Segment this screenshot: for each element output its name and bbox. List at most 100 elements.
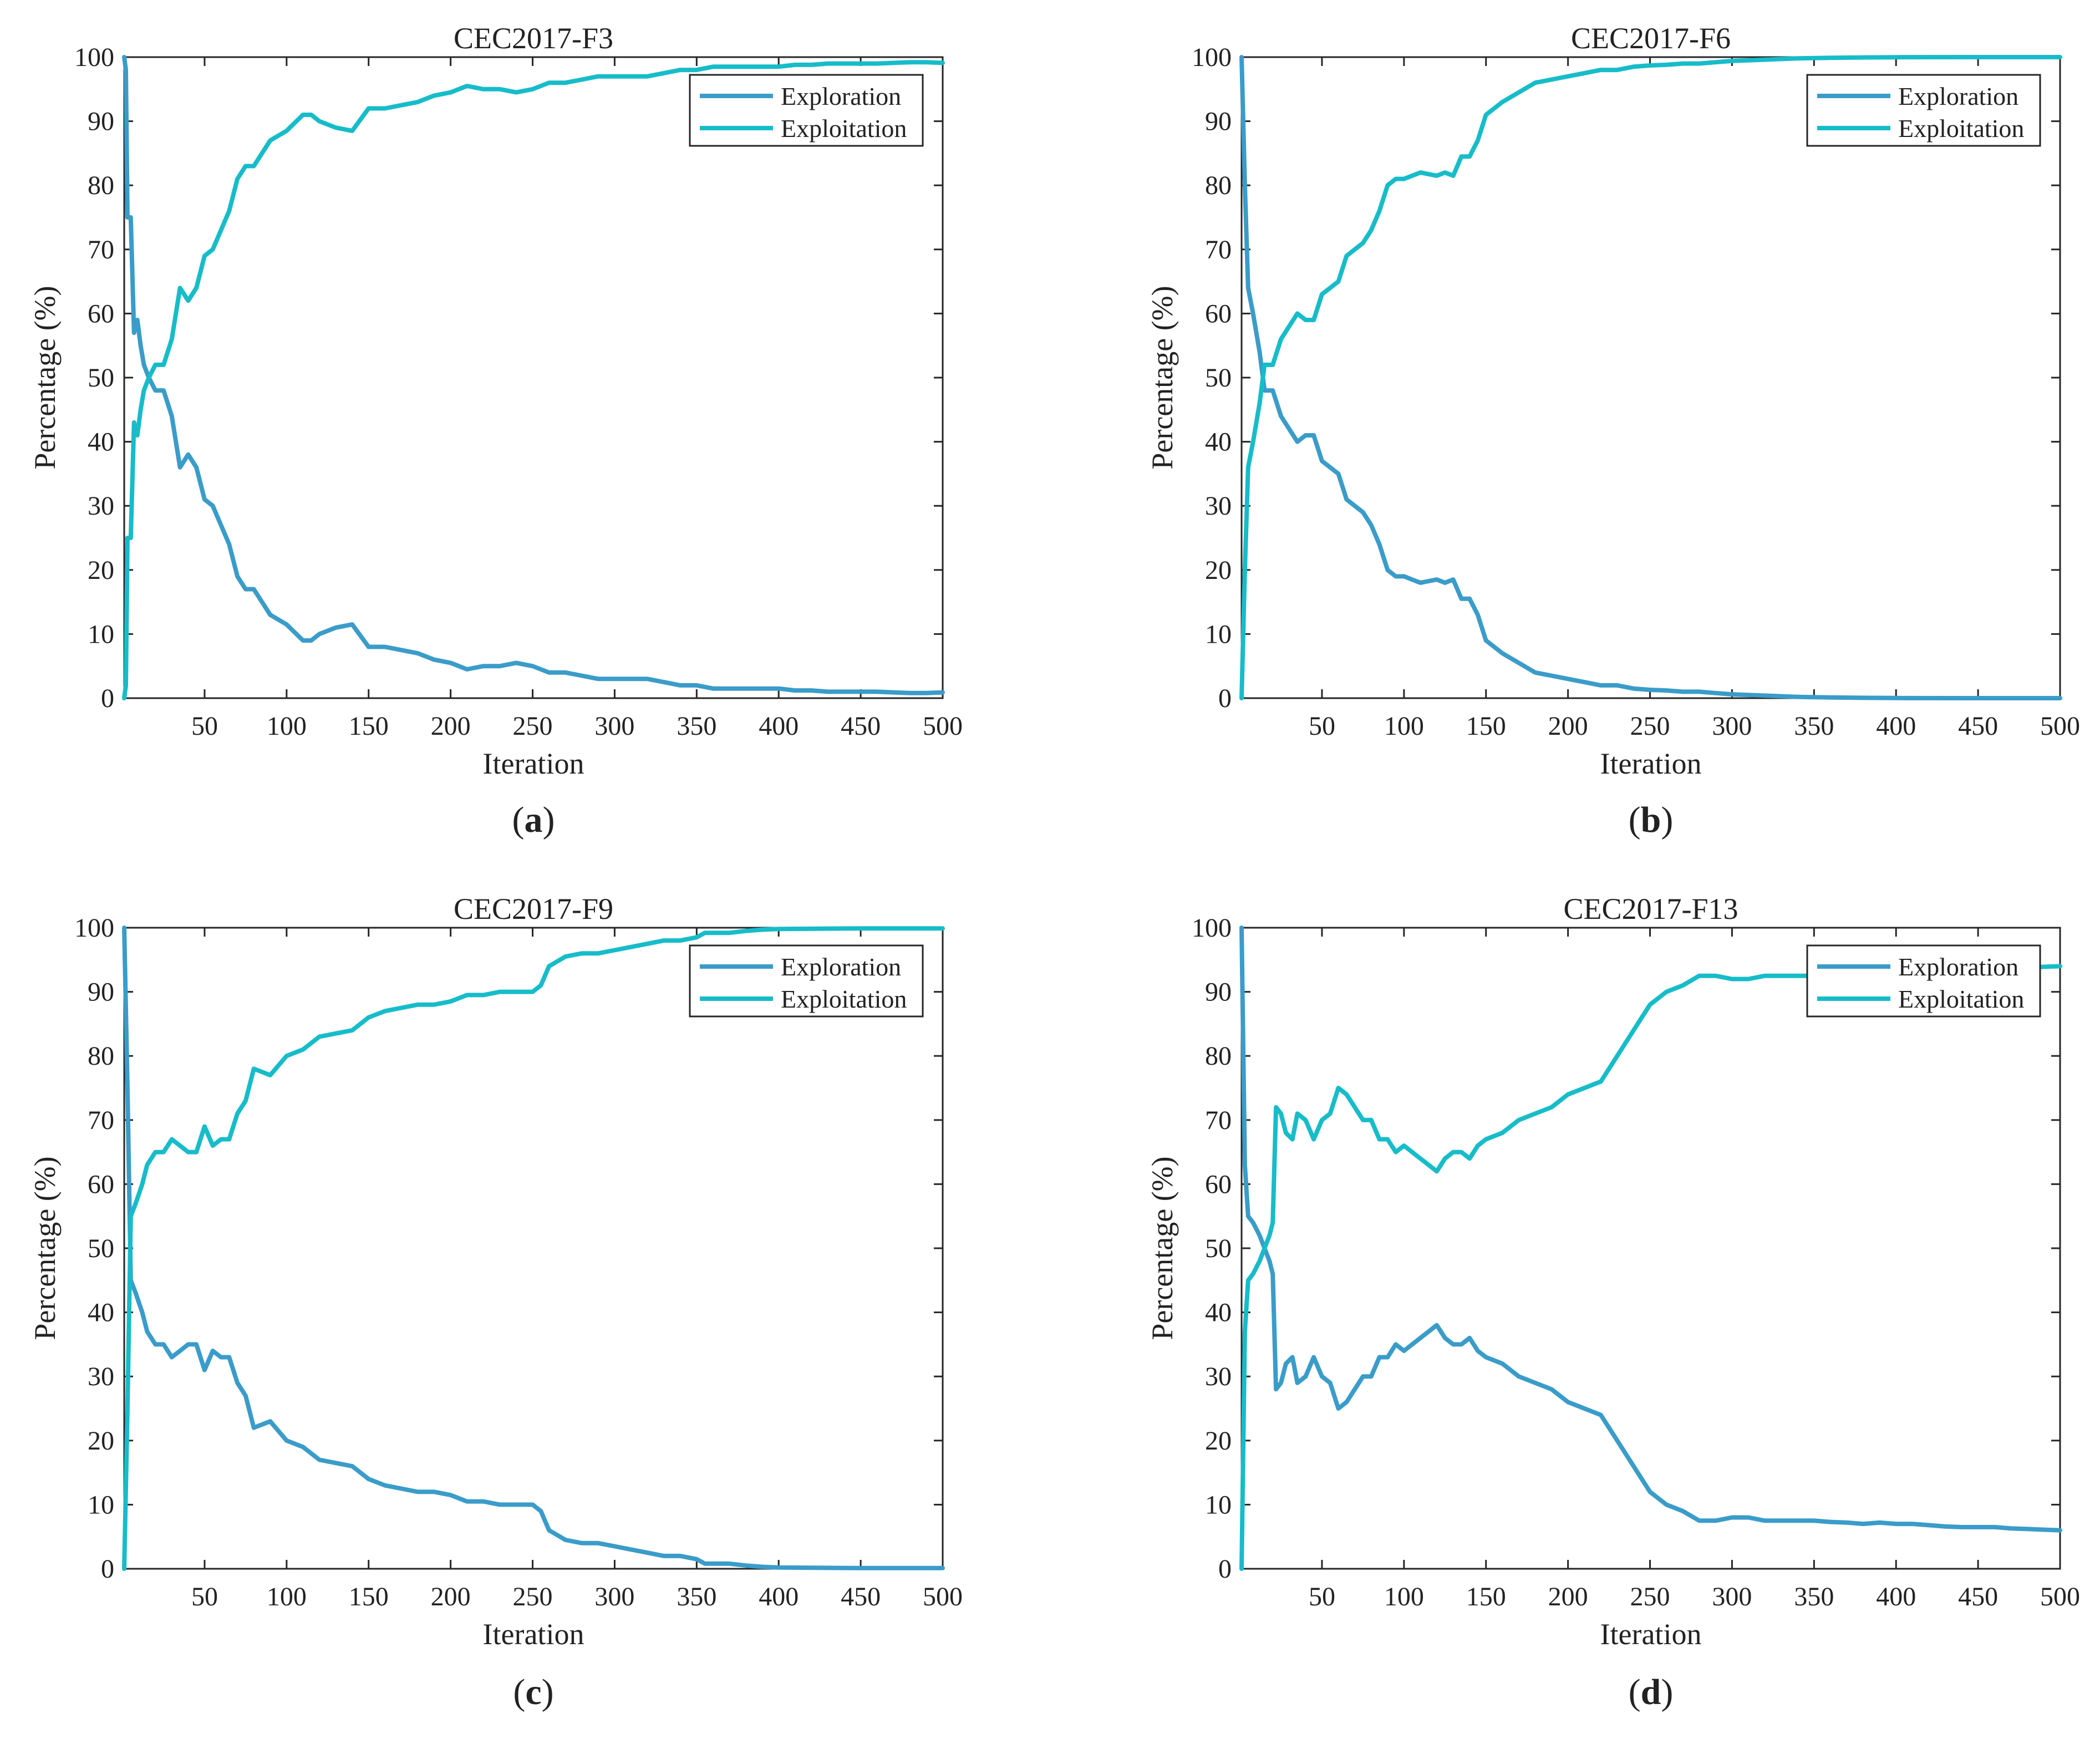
x-tick-label: 250 — [1630, 1582, 1670, 1611]
x-tick-label: 350 — [677, 711, 716, 741]
y-tick-label: 20 — [1205, 1426, 1232, 1456]
chart-panel-b: 0 10 20 30 40 50 60 70 80 90 100 50 100 150 200 250 300 3… — [1146, 22, 2080, 840]
y-axis-label: Percentage (%) — [28, 286, 62, 469]
y-tick-label: 70 — [88, 1106, 114, 1135]
chart-title: CEC2017-F13 — [1563, 892, 1738, 926]
caption-open-paren: ( — [512, 800, 525, 840]
legend-box — [689, 74, 924, 147]
x-tick-label: 50 — [1309, 1582, 1335, 1611]
y-tick-label: 40 — [88, 1298, 114, 1328]
y-tick-label: 80 — [88, 171, 114, 200]
legend: Exploration Exploitation — [689, 74, 924, 147]
x-tick-label: 300 — [594, 1582, 634, 1611]
y-tick-label: 100 — [74, 43, 114, 72]
x-axis-label: Iteration — [483, 747, 584, 780]
y-tick-label: 10 — [88, 619, 114, 649]
x-tick-label: 100 — [1384, 711, 1424, 741]
x-tick-label: 50 — [191, 1582, 218, 1611]
y-tick-label: 60 — [1205, 1169, 1232, 1199]
chart-title: CEC2017-F6 — [1571, 22, 1731, 55]
caption-close-paren: ) — [1661, 1672, 1673, 1712]
y-tick-label: 40 — [1205, 428, 1232, 457]
y-tick-label: 60 — [1205, 299, 1232, 328]
chart-title: CEC2017-F9 — [454, 892, 613, 926]
y-tick-label: 60 — [88, 1169, 114, 1199]
y-tick-label: 50 — [1205, 1234, 1232, 1263]
x-tick-label: 50 — [191, 711, 218, 741]
x-tick-label: 350 — [1794, 1582, 1834, 1611]
x-tick-label: 250 — [513, 1582, 553, 1611]
y-tick-label: 60 — [88, 299, 114, 328]
legend-label: Exploitation — [781, 985, 907, 1013]
y-tick-label: 20 — [88, 1426, 114, 1456]
y-tick-label: 40 — [1205, 1298, 1232, 1328]
x-tick-label: 300 — [1712, 1582, 1752, 1611]
legend-box — [1806, 944, 2041, 1018]
subfigure-caption: (c) — [513, 1672, 553, 1712]
legend-box — [1806, 74, 2041, 147]
x-tick-label: 450 — [841, 711, 881, 741]
y-tick-label: 10 — [1205, 619, 1232, 649]
caption-close-paren: ) — [1661, 800, 1673, 840]
y-tick-label: 90 — [1205, 978, 1232, 1007]
legend: Exploration Exploitation — [1806, 74, 2041, 147]
x-tick-label: 300 — [594, 711, 634, 741]
y-tick-label: 30 — [88, 1362, 114, 1391]
x-tick-label: 200 — [431, 1582, 471, 1611]
y-tick-label: 50 — [1205, 363, 1232, 393]
caption-letter: b — [1641, 800, 1661, 840]
x-tick-label: 200 — [1548, 711, 1588, 741]
x-tick-label: 500 — [2040, 711, 2080, 741]
x-tick-label: 400 — [759, 1582, 799, 1611]
x-tick-label: 150 — [349, 711, 389, 741]
legend-label: Exploitation — [781, 114, 907, 143]
y-tick-label: 80 — [1205, 171, 1232, 200]
y-tick-label: 30 — [1205, 491, 1232, 521]
x-axis-label: Iteration — [483, 1618, 584, 1651]
series-line-exploitation — [122, 60, 945, 700]
y-tick-label: 100 — [1192, 913, 1232, 943]
series-line-exploration — [1239, 55, 2062, 700]
chart-panel-a: 0 10 20 30 40 50 60 70 80 90 100 50 100 150 200 250 300 3… — [28, 22, 963, 840]
y-tick-label: 70 — [1205, 1106, 1232, 1135]
x-tick-label: 200 — [431, 711, 471, 741]
subfigure-caption: (b) — [1629, 800, 1674, 840]
chart-panel-d: 0 10 20 30 40 50 60 70 80 90 100 50 100 150 200 250 300 3… — [1146, 892, 2080, 1712]
legend: Exploration Exploitation — [689, 944, 924, 1018]
chart-title: CEC2017-F3 — [454, 22, 613, 55]
plot-area — [123, 927, 944, 1570]
y-tick-label: 0 — [101, 1554, 114, 1584]
y-tick-label: 30 — [1205, 1362, 1232, 1391]
y-tick-label: 10 — [88, 1490, 114, 1519]
y-tick-label: 30 — [88, 491, 114, 521]
caption-letter: a — [525, 800, 543, 840]
x-axis-label: Iteration — [1600, 747, 1702, 780]
chart-panel-c: 0 10 20 30 40 50 60 70 80 90 100 50 100 150 200 250 300 3… — [28, 892, 963, 1712]
caption-open-paren: ( — [513, 1672, 525, 1712]
series-line-exploration — [1239, 926, 2062, 1533]
series-line-exploration — [122, 55, 945, 695]
x-tick-label: 500 — [2040, 1582, 2080, 1611]
x-tick-label: 100 — [267, 1582, 307, 1611]
y-tick-label: 90 — [88, 107, 114, 136]
x-tick-label: 250 — [513, 711, 553, 741]
series-line-exploitation — [122, 926, 945, 1571]
x-tick-label: 100 — [267, 711, 307, 741]
x-tick-label: 400 — [759, 711, 799, 741]
x-tick-label: 150 — [349, 1582, 389, 1611]
legend-label: Exploration — [1898, 953, 2018, 981]
caption-open-paren: ( — [1629, 1672, 1641, 1712]
x-tick-label: 150 — [1466, 711, 1506, 741]
y-tick-label: 40 — [88, 428, 114, 457]
y-tick-label: 90 — [1205, 107, 1232, 136]
y-tick-label: 10 — [1205, 1490, 1232, 1519]
legend-label: Exploitation — [1898, 114, 2024, 143]
y-tick-label: 0 — [101, 684, 114, 713]
y-tick-label: 0 — [1218, 1554, 1232, 1584]
x-tick-label: 450 — [1958, 1582, 1998, 1611]
x-tick-label: 300 — [1712, 711, 1752, 741]
y-tick-label: 50 — [88, 1234, 114, 1263]
x-tick-label: 250 — [1630, 711, 1670, 741]
x-tick-label: 100 — [1384, 1582, 1424, 1611]
